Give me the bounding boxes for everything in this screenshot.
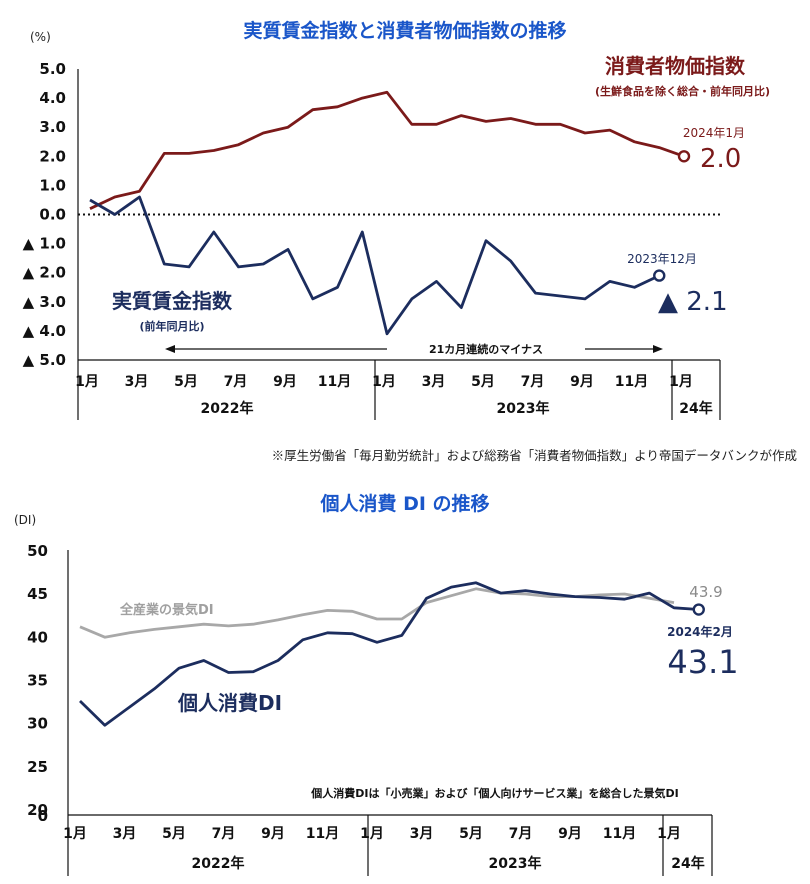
chart1-title: 実質賃金指数と消費者物価指数の推移 <box>243 19 566 42</box>
chart1-ytick-label: 1.0 <box>39 176 66 194</box>
chart2-ytick-label: 40 <box>27 628 48 646</box>
all-industry-end-value: 43.9 <box>689 583 722 601</box>
chart1-ytick-label: 2.0 <box>39 147 66 165</box>
chart1-xtick-label: 3月 <box>125 374 149 390</box>
cpi-end-period: 2024年1月 <box>683 126 745 140</box>
consumption-end-period: 2024年2月 <box>667 624 733 639</box>
chart1-ytick-label: 4.0 <box>39 89 66 107</box>
chart1-xtick-label: 11月 <box>615 374 648 390</box>
chart2-xtick-label: 11月 <box>306 826 339 842</box>
chart2-axes <box>67 550 713 876</box>
chart1-xtick-label: 9月 <box>273 374 297 390</box>
chart2-xtick-label: 1月 <box>360 826 384 842</box>
chart2-year-2023: 2023年 <box>489 855 542 872</box>
cpi-series-line <box>89 90 685 210</box>
chart2-title: 個人消費 DI の推移 <box>319 492 489 515</box>
chart1-ytick-label: ▲ 5.0 <box>23 351 66 369</box>
chart1-ytick-label: 3.0 <box>39 118 66 136</box>
chart1-xtick-label: 1月 <box>75 374 99 390</box>
chart1-xtick-label: 7月 <box>224 374 248 390</box>
chart2-xtick-label: 3月 <box>113 826 137 842</box>
chart2-ytick-label: 25 <box>27 758 48 776</box>
chart2-xtick-label: 5月 <box>459 826 483 842</box>
consumption-end-marker <box>692 603 705 616</box>
chart1-ytick-label: ▲ 1.0 <box>23 235 66 253</box>
cpi-end-marker <box>677 150 691 163</box>
wage-end-value: ▲ 2.1 <box>658 287 728 317</box>
source-note: ※厚生労働省「毎月勤労統計」および総務省「消費者物価指数」より帝国データバンクが… <box>272 448 797 463</box>
chart1-year-2023: 2023年 <box>497 400 550 417</box>
all-industry-legend-label: 全産業の景気DI <box>119 602 214 618</box>
wage-legend-sublabel: (前年同月比) <box>139 319 204 333</box>
chart1-xtick-label: 7月 <box>521 374 545 390</box>
consumption-end-value: 43.1 <box>667 643 738 681</box>
chart2-xtick-label: 1月 <box>63 826 87 842</box>
chart2-ytick-label: 45 <box>27 585 48 603</box>
wage-cpi-chart: 実質賃金指数と消費者物価指数の推移 (%) 5.0 4.0 3.0 2.0 1.0 0.0… <box>23 19 770 420</box>
chart1-xtick-label: 1月 <box>372 374 396 390</box>
chart2-year-2022: 2022年 <box>192 855 245 872</box>
chart2-xtick-label: 11月 <box>603 826 636 842</box>
chart1-year-2022: 2022年 <box>201 400 254 417</box>
chart1-xtick-label: 1月 <box>669 374 693 390</box>
wage-legend-label: 実質賃金指数 <box>112 289 233 313</box>
chart2-ytick-label: 50 <box>27 542 48 560</box>
chart2-xtick-label: 7月 <box>509 826 533 842</box>
chart1-axes <box>77 69 721 420</box>
chart1-xtick-label: 9月 <box>570 374 594 390</box>
chart1-xtick-label: 11月 <box>318 374 351 390</box>
chart2-xtick-label: 1月 <box>657 826 681 842</box>
chart2-ytick-label: 20 <box>27 801 48 819</box>
wage-series-line <box>89 195 660 336</box>
chart1-ylabel: (%) <box>30 30 51 44</box>
cpi-legend-sublabel: (生鮮食品を除く総合・前年同月比) <box>595 84 770 98</box>
chart2-xtick-label: 7月 <box>212 826 236 842</box>
chart2-ytick-label: 0 <box>38 807 48 825</box>
wage-end-marker <box>653 269 666 282</box>
consumption-series-line <box>79 581 699 727</box>
streak-annotation: 21カ月連続のマイナス <box>429 342 543 356</box>
chart2-xtick-label: 9月 <box>261 826 285 842</box>
consumption-di-chart: 個人消費 DI の推移 (DI) 50 45 40 35 30 25 200 1月 3月 5月 7… <box>14 492 739 876</box>
chart2-annotation: 個人消費DIは「小売業」および「個人向けサービス業」を総合した景気DI <box>310 786 678 800</box>
chart1-ytick-label: ▲ 4.0 <box>23 322 66 340</box>
chart1-xtick-label: 3月 <box>422 374 446 390</box>
streak-arrow <box>165 345 663 353</box>
chart1-ytick-label: ▲ 2.0 <box>23 264 66 282</box>
chart2-ylabel: (DI) <box>14 513 36 527</box>
chart1-xtick-label: 5月 <box>174 374 198 390</box>
cpi-legend-label: 消費者物価指数 <box>605 54 746 78</box>
consumption-legend-label: 個人消費DI <box>177 691 282 715</box>
chart2-xtick-label: 5月 <box>162 826 186 842</box>
chart2-xtick-label: 9月 <box>558 826 582 842</box>
chart1-xtick-label: 5月 <box>471 374 495 390</box>
chart1-ytick-label: ▲ 3.0 <box>23 293 66 311</box>
chart2-ytick-label: 35 <box>27 671 48 689</box>
chart2-xtick-label: 3月 <box>410 826 434 842</box>
wage-end-period: 2023年12月 <box>627 252 697 266</box>
chart1-ytick-label: 5.0 <box>39 60 66 78</box>
chart2-ytick-label: 30 <box>27 715 48 733</box>
chart1-year-2024: 24年 <box>679 400 712 417</box>
cpi-end-value: 2.0 <box>700 144 741 174</box>
chart2-year-2024: 24年 <box>671 855 704 872</box>
chart1-ytick-label: 0.0 <box>39 206 66 224</box>
